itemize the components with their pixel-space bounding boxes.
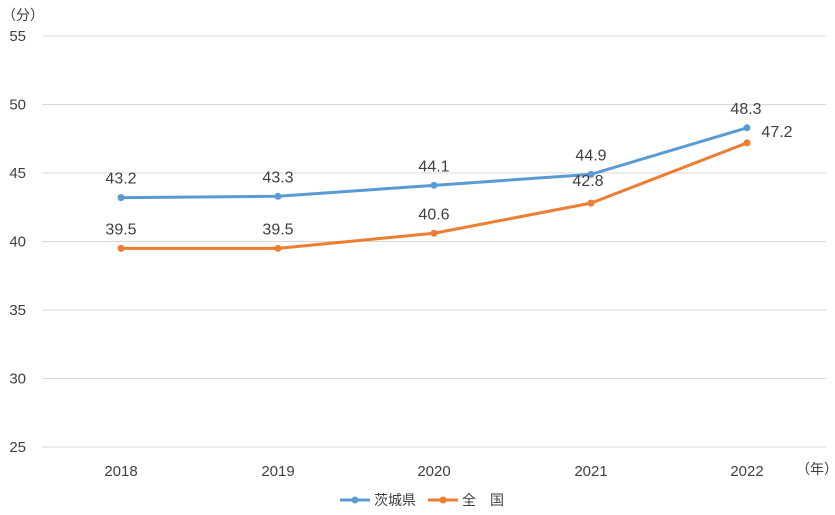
data-point [117,244,125,252]
legend-item: 全 国 [428,492,504,508]
data-point [117,194,125,202]
x-axis-label: （年） [796,461,835,477]
data-label: 47.2 [761,124,792,141]
data-label: 43.3 [262,169,293,186]
legend-label: 茨城県 [374,492,416,508]
x-axis-ticks: 2018 2019 2020 2021 2022 [104,463,763,480]
y-tick-label: 25 [9,439,26,456]
data-point [587,199,595,207]
y-axis-ticks: 25 30 35 40 45 50 55 [9,28,26,456]
x-tick-label: 2020 [417,463,450,480]
data-label: 39.5 [262,221,293,238]
data-point [274,192,282,200]
data-point [587,170,595,178]
x-tick-label: 2019 [261,463,294,480]
y-tick-label: 40 [9,234,26,251]
y-tick-label: 50 [9,97,26,114]
data-point [430,229,438,237]
y-tick-label: 45 [9,165,26,182]
y-tick-label: 35 [9,302,26,319]
legend-item: 茨城県 [340,492,416,508]
data-label: 39.5 [105,221,136,238]
series-national: 39.5 39.5 40.6 42.8 47.2 [105,124,793,252]
data-point [743,124,751,132]
data-label: 44.1 [418,158,449,175]
series-group: 43.2 43.3 44.1 44.9 48.3 39.5 39.5 40.6 42.8 47.2 [105,101,793,252]
y-tick-label: 55 [9,28,26,45]
legend-swatch-marker [439,496,447,504]
series-ibaraki: 43.2 43.3 44.1 44.9 48.3 [105,101,762,202]
y-axis-label: （分） [2,7,44,23]
data-point [430,181,438,189]
data-point [743,139,751,147]
data-label: 44.9 [575,147,606,164]
x-tick-label: 2018 [104,463,137,480]
x-tick-label: 2021 [574,463,607,480]
data-label: 40.6 [418,206,449,223]
legend: 茨城県 全 国 [340,492,504,508]
legend-swatch-marker [351,496,359,504]
x-tick-label: 2022 [730,463,763,480]
data-label: 43.2 [105,171,136,188]
y-tick-label: 30 [9,371,26,388]
data-label: 42.8 [572,173,603,190]
data-point [274,244,282,252]
data-label: 48.3 [730,101,761,118]
legend-label: 全 国 [462,492,504,508]
gridlines [42,35,826,448]
